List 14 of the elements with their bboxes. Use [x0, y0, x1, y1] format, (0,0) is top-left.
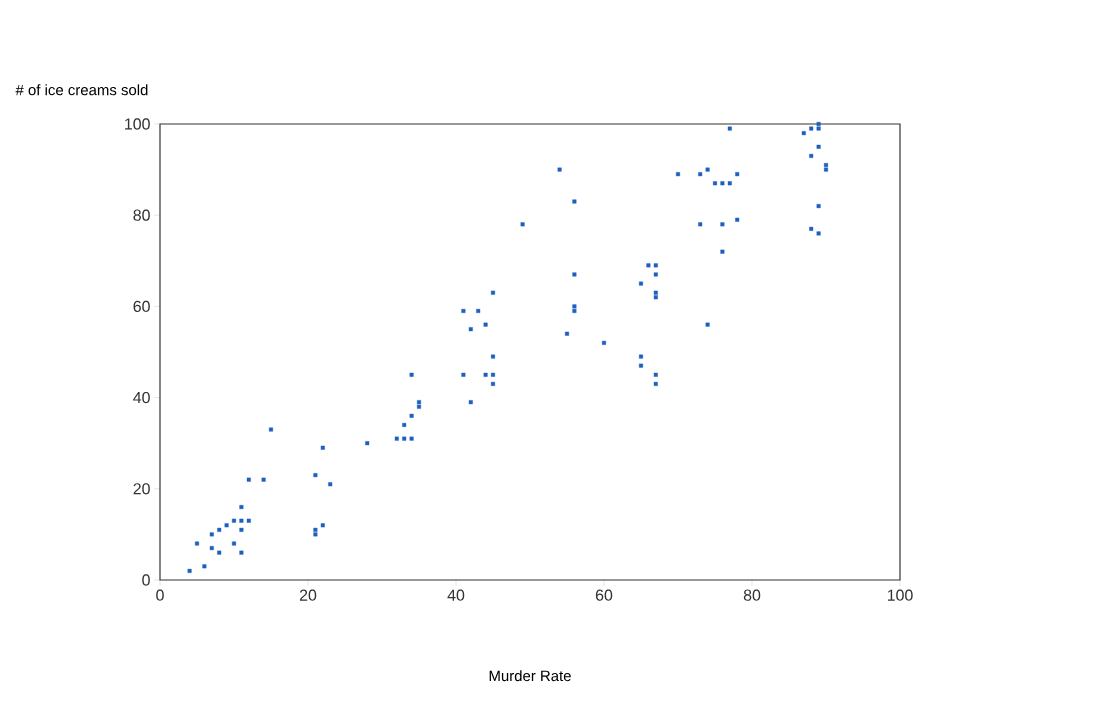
y-axis-title: # of ice creams sold	[15, 84, 148, 96]
y-tick-label: 20	[133, 483, 150, 495]
x-tick-label: 0	[156, 589, 164, 601]
x-axis-title: Murder Rate	[489, 670, 571, 682]
x-tick-label: 80	[743, 589, 761, 601]
y-tick-label: 40	[133, 391, 150, 404]
y-tick-label: 100	[125, 118, 150, 130]
y-tick-label: 60	[133, 300, 150, 313]
y-tick-label: 0	[142, 574, 150, 586]
x-tick-label: 40	[447, 589, 465, 601]
x-tick-label: 60	[595, 589, 613, 601]
x-tick-label: 100	[887, 589, 913, 601]
y-tick-label: 80	[133, 209, 150, 221]
x-tick-label: 20	[299, 589, 317, 601]
